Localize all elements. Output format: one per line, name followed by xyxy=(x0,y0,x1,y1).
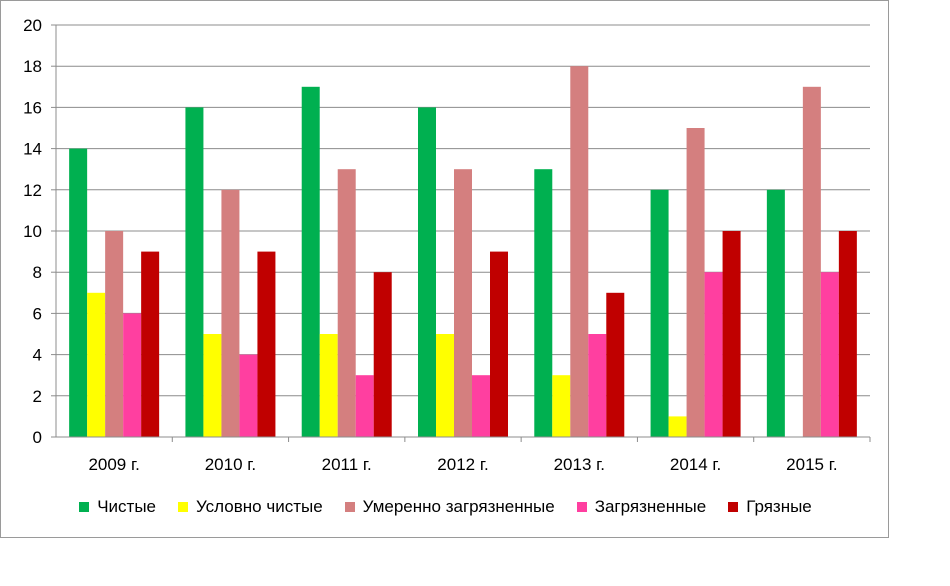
bar-2-5 xyxy=(552,375,571,437)
bar-1-6 xyxy=(650,189,669,437)
bar-4-4 xyxy=(472,375,490,437)
bar-1-4 xyxy=(418,107,436,438)
y-tick-label: 2 xyxy=(33,387,42,406)
legend-swatch xyxy=(576,502,587,512)
bar-5-6 xyxy=(722,231,741,437)
legend-label: Условно чистые xyxy=(196,497,323,516)
legend-label: Чистые xyxy=(97,497,157,516)
y-tick-label: 10 xyxy=(23,222,42,241)
bar-1-1 xyxy=(69,148,88,437)
bar-4-5 xyxy=(588,334,607,437)
x-tick-label: 2011 г. xyxy=(322,455,372,474)
legend-item: Загрязненные xyxy=(576,497,707,517)
legend-swatch xyxy=(344,502,355,512)
bar-4-6 xyxy=(704,272,723,437)
x-tick-label: 2012 г. xyxy=(437,455,488,474)
legend-swatch xyxy=(178,502,189,512)
x-tick-label: 2009 г. xyxy=(88,455,139,474)
y-tick-label: 14 xyxy=(23,140,42,159)
y-tick-label: 16 xyxy=(23,98,42,117)
legend-label: Грязные xyxy=(746,497,812,516)
legend-swatch xyxy=(728,502,739,512)
legend-item: Грязные xyxy=(728,497,812,517)
x-tick-label: 2010 г. xyxy=(205,455,256,474)
legend-item: Чистые xyxy=(79,497,156,517)
legend-label: Загрязненные xyxy=(594,497,707,516)
x-tick-label: 2015 г. xyxy=(786,455,837,474)
bar-3-2 xyxy=(221,189,240,437)
bar-5-1 xyxy=(141,251,160,437)
x-tick-label: 2014 г. xyxy=(670,455,721,474)
legend: Чистые Условно чистые Умеренно загрязненны… xyxy=(1,495,890,519)
chart-frame: 0 2 4 6 8 10 12 14 16 18 20 2009 г. 2010 г. 2011 г. 20… xyxy=(0,0,889,538)
bar-1-3 xyxy=(301,86,320,438)
bar-5-4 xyxy=(490,251,508,437)
bar-2-3 xyxy=(319,334,338,437)
bar-3-6 xyxy=(686,128,705,437)
bar-5-7 xyxy=(838,231,857,437)
bar-5-5 xyxy=(606,292,625,437)
bar-3-4 xyxy=(454,169,472,437)
bar-chart: 0 2 4 6 8 10 12 14 16 18 20 2009 г. 2010 г. 2011 г. 20… xyxy=(23,16,871,474)
legend-label: Умеренно загрязненные xyxy=(362,497,555,516)
y-tick-label: 6 xyxy=(33,304,42,323)
bar-1-2 xyxy=(185,107,204,438)
bar-4-7 xyxy=(820,272,839,437)
bar-5-3 xyxy=(373,272,392,437)
y-tick-label: 4 xyxy=(33,346,42,365)
y-tick-label: 12 xyxy=(23,181,42,200)
y-tick-label: 20 xyxy=(23,16,42,35)
bar-3-7 xyxy=(802,86,821,438)
y-tick-label: 18 xyxy=(23,57,42,76)
bar-5-2 xyxy=(257,251,276,437)
legend-item: Умеренно загрязненные xyxy=(344,497,555,517)
y-tick-label: 8 xyxy=(33,263,42,282)
x-tick-label: 2013 г. xyxy=(554,455,605,474)
bar-2-1 xyxy=(87,292,106,437)
legend-item: Условно чистые xyxy=(178,497,323,517)
y-tick-label: 0 xyxy=(33,428,42,447)
bar-3-3 xyxy=(337,169,356,437)
bar-3-1 xyxy=(105,231,124,437)
bar-1-5 xyxy=(534,169,553,437)
bar-2-4 xyxy=(436,334,454,437)
legend-swatch xyxy=(79,502,90,512)
bar-4-2 xyxy=(239,354,258,437)
bar-4-1 xyxy=(123,313,142,437)
bar-3-5 xyxy=(570,66,589,437)
bar-2-2 xyxy=(203,334,222,437)
bar-4-3 xyxy=(355,375,374,437)
bar-1-7 xyxy=(766,189,785,437)
bar-2-6 xyxy=(668,416,687,437)
